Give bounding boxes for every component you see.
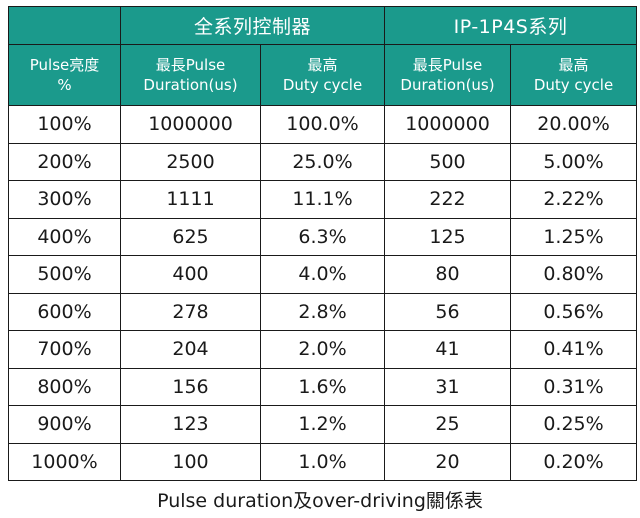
table-row: 1000% 100 1.0% 20 0.20% [8,442,638,481]
cell-ip-duty: 0.31% [510,367,638,406]
cell-all-duration: 400 [120,255,261,294]
cell-ip-duty: 5.00% [510,142,638,181]
column-header-line: 最長Pulse [412,56,483,74]
cell-all-duty: 1.0% [259,442,386,481]
table-row: 100% 1000000 100.0% 1000000 20.00% [8,105,638,144]
cell-ip-duration: 500 [384,142,512,181]
cell-all-duration: 123 [120,405,261,444]
cell-ip-duty: 0.25% [510,405,638,444]
cell-all-duty: 6.3% [259,217,386,256]
table-sub-header-row: Pulse亮度 % 最長Pulse Duration(us) 最高 Duty c… [8,44,638,106]
cell-ip-duty: 2.22% [510,180,638,219]
column-header-line: Duty cycle [533,76,614,94]
cell-all-duration: 625 [120,217,261,256]
column-header-all-max-duty: 最高 Duty cycle [259,44,386,106]
column-header-line: Pulse亮度 [29,56,100,74]
table-row: 900% 123 1.2% 25 0.25% [8,405,638,444]
cell-all-duration: 1000000 [120,105,261,144]
cell-pulse: 500% [8,255,121,294]
cell-all-duty: 11.1% [259,180,386,219]
cell-all-duty: 4.0% [259,255,386,294]
cell-all-duty: 100.0% [259,105,386,144]
empty-corner-cell [8,6,121,45]
cell-all-duty: 2.0% [259,330,386,369]
column-header-line: % [57,76,72,94]
cell-ip-duty: 0.80% [510,255,638,294]
cell-ip-duration: 20 [384,442,512,481]
table-row: 700% 204 2.0% 41 0.41% [8,330,638,369]
cell-pulse: 700% [8,330,121,369]
table-group-header-row: 全系列控制器 IP-1P4S系列 [8,6,638,45]
cell-all-duration: 156 [120,367,261,406]
cell-pulse: 800% [8,367,121,406]
column-header-line: 最高 [558,56,589,74]
cell-ip-duration: 222 [384,180,512,219]
column-header-pulse-brightness: Pulse亮度 % [8,44,121,106]
cell-all-duty: 1.2% [259,405,386,444]
cell-pulse: 1000% [8,442,121,481]
group-header-all-series: 全系列控制器 [119,6,386,45]
cell-ip-duty: 0.20% [510,442,638,481]
cell-ip-duration: 56 [384,292,512,331]
cell-all-duration: 1111 [120,180,261,219]
cell-pulse: 900% [8,405,121,444]
column-header-ip-max-duty: 最高 Duty cycle [510,44,638,106]
table-row: 600% 278 2.8% 56 0.56% [8,292,638,331]
column-header-line: Duration(us) [400,76,495,94]
cell-pulse: 100% [8,105,121,144]
column-header-line: Duty cycle [282,76,363,94]
cell-pulse: 200% [8,142,121,181]
table-row: 300% 1111 11.1% 222 2.22% [8,180,638,219]
column-header-all-max-duration: 最長Pulse Duration(us) [120,44,261,106]
cell-pulse: 300% [8,180,121,219]
cell-all-duty: 1.6% [259,367,386,406]
cell-ip-duration: 1000000 [384,105,512,144]
cell-ip-duty: 0.56% [510,292,638,331]
cell-ip-duration: 80 [384,255,512,294]
cell-all-duration: 278 [120,292,261,331]
table-row: 200% 2500 25.0% 500 5.00% [8,142,638,181]
cell-pulse: 400% [8,217,121,256]
pulse-duration-table: 全系列控制器 IP-1P4S系列 Pulse亮度 % 最長Pulse Durat… [8,6,638,481]
cell-ip-duration: 41 [384,330,512,369]
table-row: 800% 156 1.6% 31 0.31% [8,367,638,406]
table-row: 500% 400 4.0% 80 0.80% [8,255,638,294]
column-header-line: 最長Pulse [155,56,226,74]
table-row: 400% 625 6.3% 125 1.25% [8,217,638,256]
cell-all-duration: 2500 [120,142,261,181]
cell-all-duty: 2.8% [259,292,386,331]
column-header-line: 最高 [307,56,338,74]
cell-ip-duration: 25 [384,405,512,444]
cell-ip-duration: 125 [384,217,512,256]
cell-ip-duration: 31 [384,367,512,406]
cell-all-duration: 100 [120,442,261,481]
column-header-line: Duration(us) [143,76,238,94]
group-header-ip-series: IP-1P4S系列 [384,6,638,45]
cell-all-duty: 25.0% [259,142,386,181]
cell-ip-duty: 1.25% [510,217,638,256]
table-caption: Pulse duration及over-driving關係表 [157,490,483,512]
cell-pulse: 600% [8,292,121,331]
cell-ip-duty: 20.00% [510,105,638,144]
cell-all-duration: 204 [120,330,261,369]
column-header-ip-max-duration: 最長Pulse Duration(us) [384,44,512,106]
cell-ip-duty: 0.41% [510,330,638,369]
